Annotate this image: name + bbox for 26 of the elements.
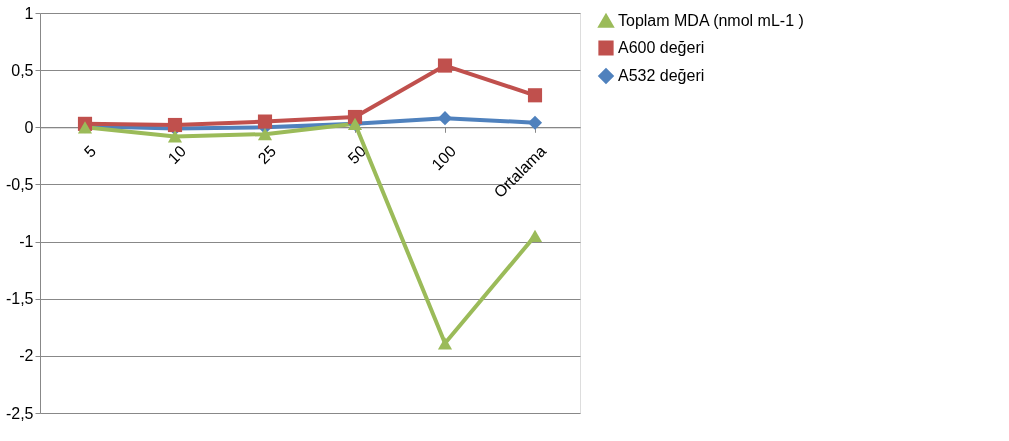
x-tick-label: 10 — [164, 142, 190, 168]
point — [437, 337, 453, 350]
legend-label: Toplam MDA (nmol mL-1 ) — [618, 12, 804, 29]
x-tick-label: 5 — [80, 142, 100, 161]
point — [167, 130, 183, 143]
x-tick-label: 25 — [254, 142, 280, 168]
y-tick-label: -2 — [19, 347, 34, 365]
y-tick-label: -1,5 — [5, 290, 34, 308]
y-tick-label: -0,5 — [5, 175, 34, 193]
legend-label: A532 değeri — [618, 67, 705, 84]
x-tick-label: 100 — [428, 142, 460, 174]
point — [527, 229, 543, 242]
y-tick-label: 0,5 — [11, 61, 34, 79]
y-tick-label: -2,5 — [5, 404, 34, 422]
y-tick-label: 0 — [24, 118, 34, 136]
point — [437, 58, 453, 73]
x-tick-label: 50 — [344, 142, 370, 168]
y-tick-label: 1 — [24, 4, 34, 22]
legend-label: A600 değeri — [618, 39, 705, 56]
point — [437, 111, 453, 126]
point — [527, 88, 543, 103]
point — [257, 128, 273, 141]
point — [257, 114, 273, 129]
y-tick-label: -1 — [19, 233, 34, 251]
point — [167, 117, 183, 133]
point — [527, 115, 543, 130]
